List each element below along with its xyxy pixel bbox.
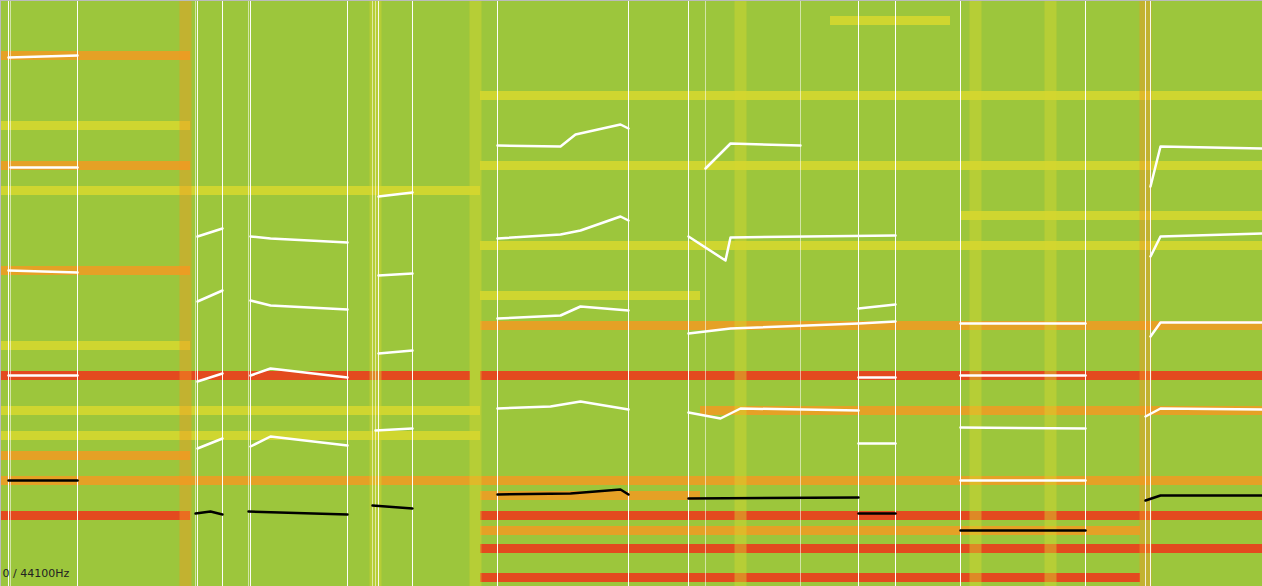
svg-text:0 / 44100Hz: 0 / 44100Hz xyxy=(3,567,70,580)
